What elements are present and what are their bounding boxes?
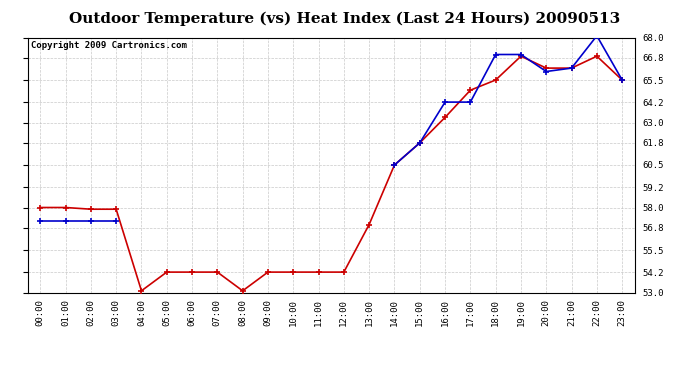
Text: Outdoor Temperature (vs) Heat Index (Last 24 Hours) 20090513: Outdoor Temperature (vs) Heat Index (Las… [70,11,620,26]
Text: Copyright 2009 Cartronics.com: Copyright 2009 Cartronics.com [30,41,186,50]
